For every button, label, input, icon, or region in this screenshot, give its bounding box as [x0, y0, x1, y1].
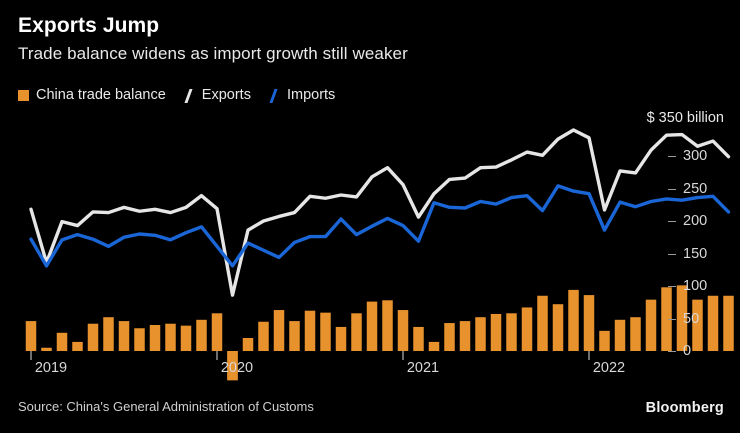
bar: [707, 295, 719, 351]
x-tick-label: 2019: [34, 360, 68, 376]
y-tick-label: 50: [683, 310, 700, 327]
line-series-imports: [29, 184, 731, 268]
bar: [41, 347, 52, 351]
legend-item-imports: Imports: [267, 87, 335, 103]
line-series-exports: [29, 128, 731, 297]
square-swatch-icon: [18, 89, 29, 101]
source-note: Source: China's General Administration o…: [18, 399, 314, 414]
bloomberg-logo: Bloomberg: [645, 400, 724, 416]
bar: [583, 295, 595, 351]
bar: [676, 285, 688, 351]
bar: [273, 310, 285, 351]
y-tick-dash: [668, 221, 676, 222]
bar: [397, 310, 409, 351]
bar: [335, 326, 347, 351]
bar: [320, 312, 331, 351]
y-tick-dash: [668, 188, 676, 190]
bar: [506, 313, 517, 351]
page-title: Exports Jump: [18, 14, 160, 37]
bar: [242, 338, 254, 351]
bar: [165, 323, 176, 351]
bar: [475, 317, 486, 351]
bar: [211, 313, 223, 351]
x-tick-label: 2022: [592, 360, 626, 376]
y-tick-dash: [668, 318, 676, 320]
bar: [289, 321, 300, 351]
legend-label-trade-balance: China trade balance: [36, 87, 166, 103]
bar: [149, 325, 161, 351]
chart-legend: China trade balance Exports Imports: [18, 87, 351, 103]
legend-label-imports: Imports: [286, 87, 336, 103]
x-tick-marks: [30, 351, 590, 360]
bar: [490, 313, 502, 351]
legend-item-exports: Exports: [182, 87, 251, 103]
axis-unit-label: $ 350 billion: [646, 110, 724, 126]
bar: [459, 321, 471, 351]
y-tick-dash: [668, 286, 676, 287]
bar: [614, 319, 626, 351]
bar: [180, 325, 192, 351]
bar: [552, 304, 564, 351]
bar: [258, 321, 269, 351]
bar: [661, 287, 672, 351]
page-subtitle: Trade balance widens as import growth st…: [18, 44, 408, 63]
y-tick-label: 0: [683, 343, 692, 359]
bar: [87, 323, 99, 351]
y-tick-dash: [668, 156, 676, 157]
bar: [382, 300, 393, 351]
x-tick-label: 2021: [406, 360, 440, 376]
y-tick-label: 200: [683, 213, 708, 229]
y-tick-label: 300: [683, 148, 708, 164]
legend-item-trade-balance: China trade balance: [18, 87, 166, 103]
bar: [304, 310, 316, 351]
bar: [196, 319, 207, 351]
bar: [444, 323, 455, 351]
bar: [645, 299, 657, 351]
bar: [118, 321, 130, 351]
bar: [25, 321, 37, 351]
bar: [72, 341, 83, 351]
bar: [692, 299, 703, 351]
y-tick-label: 100: [683, 278, 708, 294]
bar: [568, 289, 579, 351]
y-tick-dash: [668, 253, 676, 255]
y-tick-label: 250: [683, 180, 708, 197]
bar: [723, 295, 734, 351]
bar: [630, 317, 641, 351]
bar: [56, 332, 68, 351]
bar: [103, 317, 114, 351]
y-tick-label: 150: [683, 245, 708, 262]
bar: [134, 328, 145, 351]
bar: [366, 301, 378, 351]
bar: [599, 330, 610, 351]
y-tick-dash: [668, 351, 676, 352]
bar: [413, 326, 424, 351]
bar: [428, 341, 440, 351]
x-tick-label: 2020: [220, 360, 254, 376]
bar-series: [25, 285, 734, 381]
legend-label-exports: Exports: [201, 87, 251, 103]
bar: [537, 295, 548, 351]
bar: [351, 313, 362, 351]
bar: [521, 307, 533, 351]
